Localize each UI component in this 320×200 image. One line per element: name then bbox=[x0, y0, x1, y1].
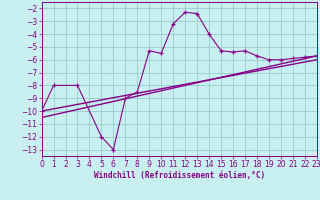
X-axis label: Windchill (Refroidissement éolien,°C): Windchill (Refroidissement éolien,°C) bbox=[94, 171, 265, 180]
